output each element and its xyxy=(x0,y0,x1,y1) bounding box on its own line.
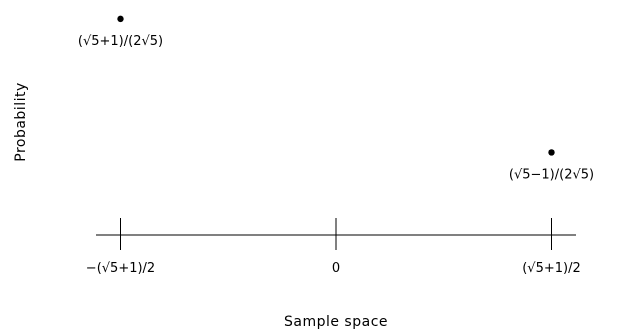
data-point-label: (√5+1)/(2√5) xyxy=(78,34,163,49)
x-axis-title: Sample space xyxy=(284,314,388,330)
y-axis-title: Probability xyxy=(13,82,29,162)
x-tick-label: (√5+1)/2 xyxy=(522,261,581,276)
x-axis-ticks: −(√5+1)/2 0 (√5+1)/2 xyxy=(86,218,581,276)
x-tick-label: −(√5+1)/2 xyxy=(86,261,155,276)
data-point xyxy=(548,149,555,156)
data-point xyxy=(117,15,124,23)
data-points: (√5+1)/(2√5) (√5−1)/(2√5) xyxy=(78,15,594,182)
x-tick-label: 0 xyxy=(332,261,340,276)
data-point-label: (√5−1)/(2√5) xyxy=(509,167,594,182)
